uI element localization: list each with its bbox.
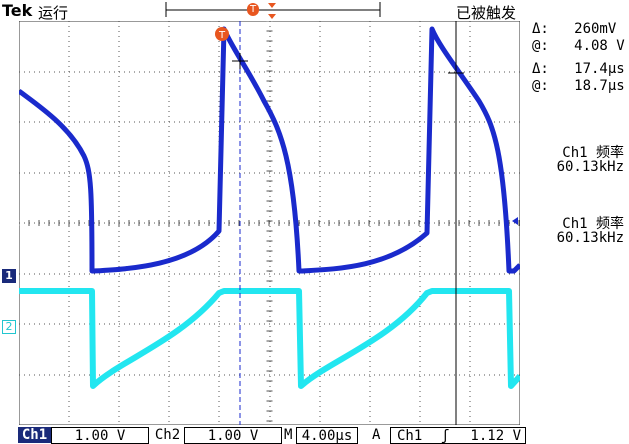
- graticule: [19, 21, 520, 425]
- record-position-indicator: [165, 2, 381, 19]
- cursor-cross-b: [448, 65, 464, 81]
- trigger-level: 1.12 V: [470, 428, 521, 444]
- ch2-waveform: [19, 288, 520, 389]
- cursor-v-delta: Δ: 260mV: [532, 21, 617, 37]
- trigger-point-label: T: [218, 30, 226, 41]
- trigger-position-icon: T: [247, 3, 259, 16]
- ch1-waveform: [19, 26, 520, 274]
- cursor-v-at: @: 4.08 V: [532, 38, 625, 54]
- measurement-2-value: 60.13kHz: [556, 230, 624, 246]
- cursor-t-at: @: 18.7μs: [532, 78, 625, 94]
- measurement-2-label: Ch1 频率: [562, 216, 624, 232]
- trigger-settings[interactable]: Ch1 ʃ 1.12 V: [390, 427, 526, 444]
- waveform-display[interactable]: T: [19, 21, 520, 425]
- bottom-settings-bar: Ch1 1.00 V Ch2 1.00 V M 4.00μs A Ch1 ʃ 1…: [0, 426, 629, 444]
- top-status-bar: Tek 运行 T 已被触发: [0, 0, 629, 22]
- trigger-source: Ch1: [397, 428, 423, 444]
- ch2-label[interactable]: Ch2: [154, 427, 181, 443]
- trigger-slope-icon: ʃ: [441, 428, 450, 444]
- cursor-cross-a: [232, 53, 248, 69]
- brand-logo: Tek: [2, 1, 33, 20]
- trigger-status: 已被触发: [456, 4, 517, 22]
- ch2-scale[interactable]: 1.00 V: [184, 427, 282, 444]
- measurement-1-value: 60.13kHz: [556, 159, 624, 175]
- cursor-t-delta: Δ: 17.4μs: [532, 61, 625, 77]
- ch1-ground-marker[interactable]: 1: [2, 269, 16, 283]
- ch1-label[interactable]: Ch1: [18, 427, 51, 443]
- run-status: 运行: [38, 4, 69, 22]
- ch1-scale[interactable]: 1.00 V: [51, 427, 149, 444]
- ch2-ground-marker[interactable]: 2: [2, 320, 16, 334]
- acquisition-mode: A: [372, 427, 381, 443]
- trigger-point-icon: [215, 27, 229, 41]
- timebase-label: M: [284, 427, 293, 443]
- timebase-value[interactable]: 4.00μs: [296, 427, 358, 444]
- measurement-1-label: Ch1 频率: [562, 145, 624, 161]
- trigger-level-icon: [512, 217, 518, 225]
